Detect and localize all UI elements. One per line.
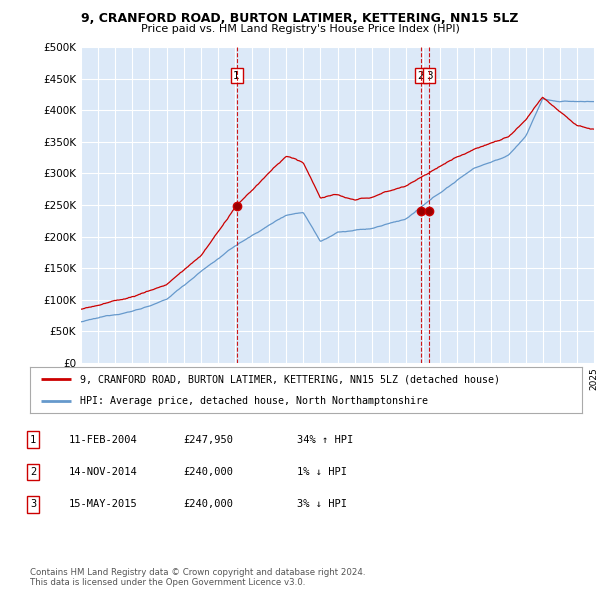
- Text: £240,000: £240,000: [183, 500, 233, 509]
- Text: £247,950: £247,950: [183, 435, 233, 444]
- Text: 9, CRANFORD ROAD, BURTON LATIMER, KETTERING, NN15 5LZ (detached house): 9, CRANFORD ROAD, BURTON LATIMER, KETTER…: [80, 375, 500, 385]
- Text: Price paid vs. HM Land Registry's House Price Index (HPI): Price paid vs. HM Land Registry's House …: [140, 24, 460, 34]
- Text: HPI: Average price, detached house, North Northamptonshire: HPI: Average price, detached house, Nort…: [80, 395, 428, 405]
- Text: 1% ↓ HPI: 1% ↓ HPI: [297, 467, 347, 477]
- Text: 34% ↑ HPI: 34% ↑ HPI: [297, 435, 353, 444]
- Text: 9, CRANFORD ROAD, BURTON LATIMER, KETTERING, NN15 5LZ: 9, CRANFORD ROAD, BURTON LATIMER, KETTER…: [81, 12, 519, 25]
- Text: 14-NOV-2014: 14-NOV-2014: [69, 467, 138, 477]
- Text: 11-FEB-2004: 11-FEB-2004: [69, 435, 138, 444]
- Text: 3: 3: [30, 500, 36, 509]
- Text: Contains HM Land Registry data © Crown copyright and database right 2024.
This d: Contains HM Land Registry data © Crown c…: [30, 568, 365, 587]
- Text: 1: 1: [30, 435, 36, 444]
- Text: 3% ↓ HPI: 3% ↓ HPI: [297, 500, 347, 509]
- Text: 1: 1: [233, 71, 240, 81]
- Text: 2: 2: [418, 71, 424, 81]
- Text: 15-MAY-2015: 15-MAY-2015: [69, 500, 138, 509]
- Text: 2: 2: [30, 467, 36, 477]
- Text: £240,000: £240,000: [183, 467, 233, 477]
- Text: 3: 3: [426, 71, 433, 81]
